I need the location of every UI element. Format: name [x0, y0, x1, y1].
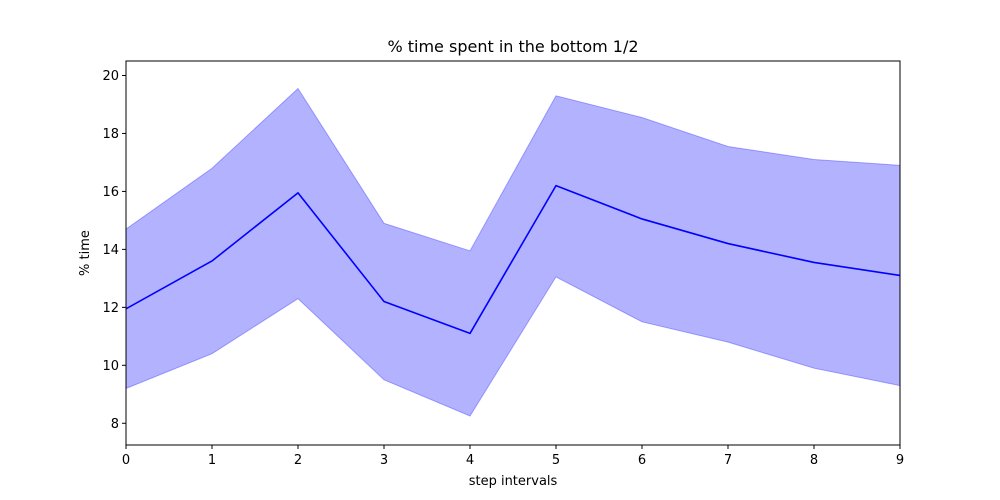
plot-frame: [125, 60, 901, 446]
x-tick-label: 9: [896, 453, 904, 468]
x-axis-label: step intervals: [469, 474, 558, 489]
x-tick-label: 1: [208, 453, 216, 468]
y-tick-label: 14: [102, 243, 119, 258]
x-tick-label: 4: [466, 453, 474, 468]
y-tick-label: 12: [102, 301, 119, 316]
x-tick-label: 8: [810, 453, 818, 468]
y-tick-label: 10: [102, 359, 119, 374]
x-tick-label: 3: [380, 453, 388, 468]
y-tick-label: 16: [102, 185, 119, 200]
chart-title: % time spent in the bottom 1/2: [387, 37, 638, 56]
x-tick-label: 0: [122, 453, 130, 468]
x-tick-label: 2: [294, 453, 302, 468]
y-axis-label: % time: [78, 230, 93, 276]
y-tick-label: 8: [111, 417, 119, 432]
y-tick-label: 18: [102, 127, 119, 142]
x-tick-label: 5: [552, 453, 560, 468]
x-tick-label: 7: [724, 453, 732, 468]
x-tick-label: 6: [638, 453, 646, 468]
y-tick-label: 20: [102, 69, 119, 84]
series-line-0: [125, 184, 901, 335]
